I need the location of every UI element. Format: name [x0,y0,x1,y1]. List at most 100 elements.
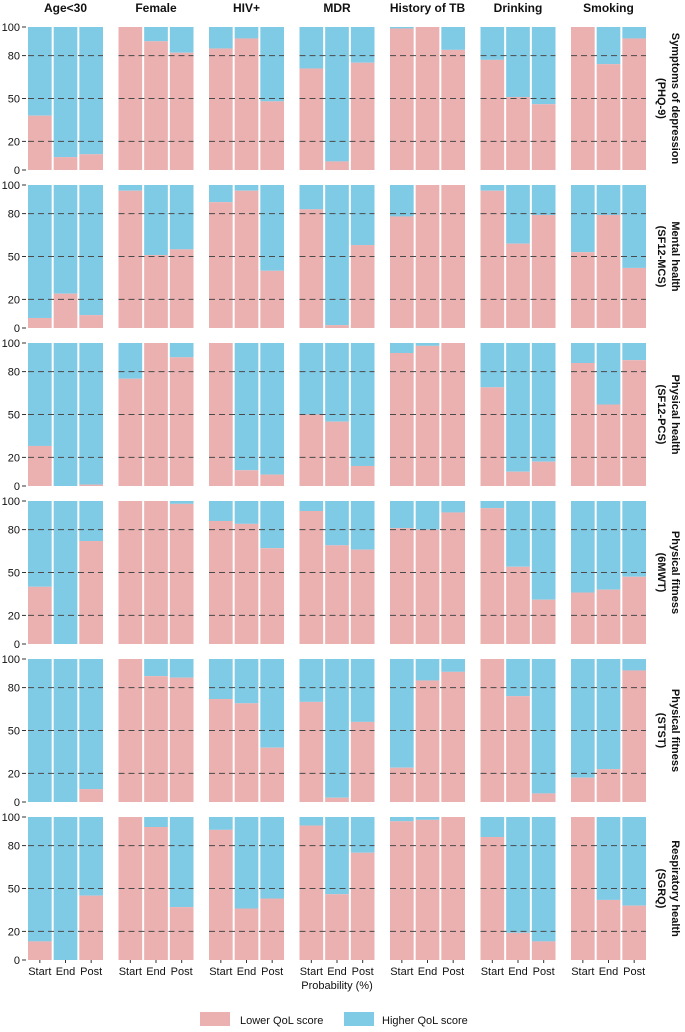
bar-lower-5-5-start [480,837,505,960]
x-tick-label: End [327,966,347,978]
bar-lower-0-6-end [596,64,621,170]
bar-higher-1-3-end [325,185,349,326]
bar-lower-0-2-start [209,48,233,171]
bar-lower-0-1-end [144,41,168,170]
row-facet-label-line: Symptoms of depression [669,33,681,165]
y-tick-label: 100 [2,338,20,350]
bar-lower-3-5-post [531,599,556,644]
bar-lower-5-5-post [531,941,556,960]
bar-lower-3-6-start [571,592,595,644]
bar-higher-2-0-post [79,343,104,485]
bar-lower-3-5-start [480,508,505,644]
bar-higher-0-4-start [390,27,414,29]
bar-higher-5-3-start [299,817,324,826]
bar-lower-5-2-end [234,908,259,960]
bar-higher-0-1-post [169,27,194,53]
bar-lower-1-1-start [118,190,143,328]
bar-lower-2-6-post [622,360,647,486]
bar-lower-3-5-end [506,566,530,644]
x-tick-label: Start [481,966,504,978]
bar-lower-5-3-start [299,825,324,960]
y-tick-label: 20 [8,926,20,938]
bar-lower-3-3-start [299,511,324,644]
bar-higher-4-3-end [325,659,349,798]
bar-higher-1-6-start [571,185,595,253]
bar-lower-5-5-end [506,932,530,960]
y-tick-label: 20 [8,610,20,622]
bar-lower-4-0-post [79,789,104,802]
bar-lower-1-5-start [480,190,505,328]
bar-lower-2-0-post [79,484,104,486]
row-facet-label-line: (STST) [655,713,667,749]
bar-higher-3-0-start [28,501,52,587]
y-tick-label: 100 [2,812,20,824]
bar-lower-4-4-end [415,680,440,802]
bar-lower-3-1-end [144,501,168,644]
bar-higher-2-6-start [571,343,595,364]
bar-higher-3-2-start [209,501,233,522]
bar-higher-5-2-start [209,817,233,830]
y-tick-label: 0 [14,955,20,967]
row-facet-label: Physical fitness(STST) [655,689,681,772]
bar-higher-4-5-post [531,659,556,794]
bar-higher-2-6-post [622,343,647,361]
bar-higher-3-0-post [79,501,104,542]
bar-lower-1-0-start [28,317,52,328]
bar-higher-3-2-end [234,501,259,524]
bar-lower-5-2-start [209,829,233,960]
bar-lower-1-5-end [506,243,530,328]
row-facet-label-line: (6MWT) [655,553,667,593]
y-tick-label: 50 [8,726,20,738]
y-tick-label: 80 [8,209,20,221]
bar-lower-4-4-start [390,767,414,802]
column-facet-label: Female [135,1,177,15]
bar-lower-3-3-post [350,549,375,644]
row-facet-label: Respiratory health(SGRQ) [655,840,681,937]
bar-lower-1-0-post [79,315,104,328]
bar-higher-0-5-post [531,27,556,105]
bar-higher-1-1-post [169,185,194,250]
y-tick-label: 0 [14,481,20,493]
bar-lower-2-1-end [144,343,168,486]
bar-lower-2-4-end [415,345,440,486]
bar-lower-3-3-end [325,545,349,644]
bar-lower-0-6-post [622,38,647,170]
row-facet-label-line: (SGRQ) [655,869,667,909]
row-facet-label: Mental health(SF12-MCS) [655,221,681,292]
bar-higher-1-0-end [53,185,78,294]
bar-lower-3-4-start [390,528,414,644]
bar-lower-0-0-post [79,154,104,170]
bar-lower-0-4-start [390,28,414,171]
column-facet-label: MDR [323,1,351,15]
x-tick-label: End [56,966,76,978]
bar-lower-0-4-post [441,49,466,170]
gridlines-layer [28,55,646,932]
bar-lower-1-1-end [144,255,168,328]
row-facet-label-line: Mental health [669,221,681,292]
bar-higher-2-2-end [234,343,259,471]
bar-lower-1-4-start [390,216,414,328]
bar-lower-1-4-end [415,185,440,328]
bar-higher-5-6-post [622,817,647,906]
row-facet-label: Physical fitness(6MWT) [655,531,681,614]
bar-higher-1-1-end [144,185,168,256]
bar-higher-0-2-start [209,27,233,49]
bar-higher-0-5-start [480,27,505,60]
bar-lower-0-3-start [299,68,324,170]
bar-higher-2-2-post [260,343,285,475]
bar-higher-2-3-post [350,343,375,466]
bar-lower-0-3-end [325,161,349,170]
bar-higher-2-1-start [118,343,143,379]
x-tick-label: Start [571,966,594,978]
x-tick-label: Post [261,966,283,978]
x-tick-label: End [599,966,619,978]
bar-lower-2-3-start [299,414,324,486]
bar-higher-4-1-end [144,659,168,677]
bar-higher-4-0-post [79,659,104,790]
y-tick-label: 100 [2,180,20,192]
bar-higher-0-3-start [299,27,324,69]
bar-higher-0-2-end [234,27,259,39]
y-tick-label: 20 [8,136,20,148]
bar-higher-4-0-end [53,659,78,802]
